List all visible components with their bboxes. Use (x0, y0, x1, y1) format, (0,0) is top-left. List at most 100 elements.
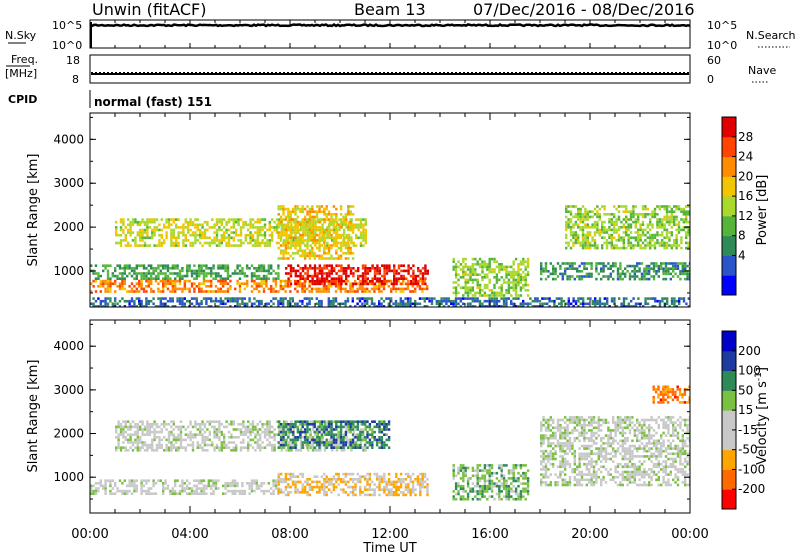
data-cell (294, 252, 297, 255)
data-cell (174, 484, 177, 488)
nsky-series-line (89, 22, 691, 28)
data-cell (585, 267, 588, 270)
data-cell (287, 207, 290, 211)
data-cell (109, 279, 112, 283)
data-cell (214, 484, 218, 488)
data-cell (629, 223, 633, 226)
data-cell (94, 290, 98, 293)
data-cell (296, 290, 299, 293)
data-cell (266, 428, 269, 431)
data-cell (186, 484, 189, 488)
power-ylabel: Slant Range [km] (26, 154, 41, 267)
data-cell (294, 239, 297, 242)
data-cell (183, 282, 186, 285)
data-cell (122, 446, 125, 449)
data-cell (215, 218, 219, 221)
data-cell (283, 446, 286, 449)
data-cell (684, 264, 687, 268)
data-cell (267, 267, 270, 270)
data-cell (256, 226, 259, 229)
data-cell (303, 239, 307, 242)
data-cell (162, 285, 165, 288)
data-cell (314, 231, 317, 234)
data-cell (342, 267, 345, 270)
data-cell (139, 239, 142, 242)
data-cell (454, 302, 458, 306)
data-cell (311, 210, 314, 213)
data-cell (219, 299, 222, 303)
data-cell (490, 257, 494, 261)
data-cell (253, 272, 256, 275)
data-cell (373, 483, 376, 486)
data-cell (378, 302, 381, 306)
data-cell (297, 274, 300, 278)
data-cell (309, 264, 312, 267)
data-cell (495, 273, 499, 276)
data-cell (462, 268, 465, 271)
data-cell (265, 282, 268, 285)
data-cell (586, 233, 589, 237)
data-cell (457, 283, 460, 287)
data-cell (304, 228, 307, 232)
data-cell (284, 493, 288, 497)
data-cell (148, 443, 151, 447)
data-cell (510, 276, 513, 279)
data-cell (183, 482, 186, 485)
data-cell (123, 279, 126, 283)
data-cell (117, 438, 120, 442)
data-cell (569, 213, 573, 216)
data-cell (347, 207, 350, 211)
data-cell (685, 241, 688, 245)
data-cell (402, 290, 405, 293)
data-cell (297, 264, 300, 267)
data-cell (275, 218, 279, 221)
data-cell (565, 215, 568, 219)
data-cell (385, 264, 389, 267)
data-cell (658, 241, 661, 245)
data-cell (303, 305, 306, 307)
data-cell (200, 290, 203, 293)
data-cell (519, 276, 523, 279)
data-cell (248, 484, 251, 488)
data-cell (615, 218, 618, 221)
data-cell (123, 282, 126, 285)
data-cell (277, 274, 280, 278)
data-cell (186, 299, 189, 303)
data-cell (117, 233, 120, 237)
data-cell (626, 264, 629, 268)
data-cell (351, 287, 354, 291)
data-cell (213, 436, 216, 439)
data-cell (308, 249, 312, 252)
data-cell (399, 480, 403, 484)
data-cell (538, 299, 542, 303)
data-cell (586, 244, 589, 247)
data-cell (250, 487, 254, 490)
data-cell (217, 264, 220, 267)
data-cell (279, 218, 283, 221)
data-cell (308, 254, 312, 258)
data-cell (577, 210, 580, 213)
data-cell (554, 272, 557, 276)
data-cell (565, 246, 568, 250)
data-cell (347, 205, 350, 208)
data-cell (376, 269, 379, 273)
data-cell (313, 480, 316, 484)
data-cell (435, 302, 438, 306)
data-cell (608, 220, 611, 224)
data-cell (361, 274, 365, 278)
data-cell (119, 220, 123, 224)
data-cell (280, 233, 283, 237)
data-cell (526, 289, 530, 292)
data-cell (326, 236, 329, 240)
data-cell (548, 299, 551, 303)
data-cell (122, 420, 125, 423)
data-cell (569, 233, 573, 237)
data-cell (129, 220, 132, 224)
data-cell (283, 441, 286, 444)
data-cell (581, 246, 585, 250)
data-cell (378, 287, 381, 291)
data-cell (423, 485, 427, 489)
data-cell (357, 267, 360, 270)
data-cell (412, 274, 415, 278)
data-cell (282, 480, 285, 484)
